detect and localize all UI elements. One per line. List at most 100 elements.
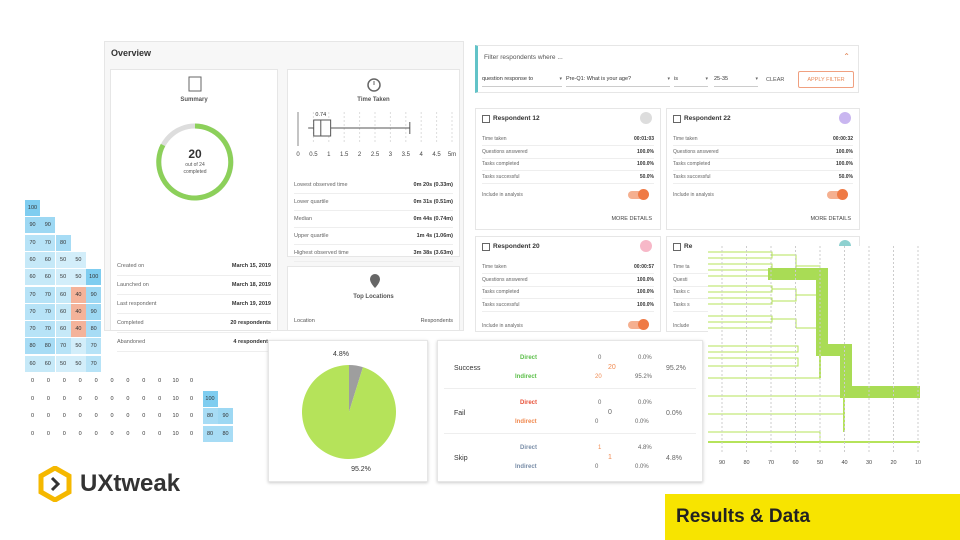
row-value: 100.0% — [637, 276, 654, 283]
matrix-cell: 0 — [56, 373, 72, 389]
timer-icon — [367, 78, 381, 92]
row-value: 100.0% — [637, 148, 654, 155]
info-row: Completed 20 respondents — [117, 313, 271, 333]
info-row: Lowest observed time 0m 20s (0.33m) — [294, 176, 453, 194]
matrix-cell: 100 — [86, 269, 102, 286]
include-label: Include — [673, 323, 690, 329]
row-label: Lowest observed time — [294, 181, 348, 188]
checkbox[interactable] — [482, 115, 490, 123]
matrix-cell: 0 — [88, 408, 104, 424]
x-tick-label: 40 — [841, 460, 847, 466]
respondent-card: Respondent 12 Time taken 00:01:03 Questions… — [475, 108, 661, 230]
filter-select[interactable]: Pre-Q1: What is your age? ▾ — [566, 71, 670, 87]
clear-button[interactable]: CLEAR — [766, 77, 785, 83]
matrix-cell: 50 — [70, 251, 86, 268]
matrix-cell: 60 — [40, 269, 56, 286]
matrix-cell: 70 — [86, 355, 102, 372]
info-row: Upper quartile 1m 4s (1.06m) — [294, 227, 453, 245]
row-value: 00:01:03 — [633, 136, 654, 142]
indirect-count: 0 — [595, 419, 599, 425]
info-row: Created on March 15, 2019 — [117, 256, 271, 276]
row-label: Upper quartile — [294, 232, 329, 239]
info-row: Tasks successful 100.0% — [482, 299, 654, 312]
direct-count: 0 — [598, 400, 602, 406]
indirect-label: Indirect — [515, 464, 537, 470]
respondent-card: Respondent 22 Time taken 00:00:32 Questions… — [666, 108, 860, 230]
respondent-name: Respondent 20 — [493, 243, 540, 250]
matrix-cell: 70 — [25, 321, 40, 338]
more-details[interactable]: MORE DETAILS — [810, 216, 851, 222]
filter-select[interactable]: question response to ▾ — [482, 71, 562, 87]
matrix-cell: 80 — [40, 338, 56, 355]
toggle-knob[interactable] — [837, 189, 848, 200]
include-label: Include in analysis — [673, 192, 714, 198]
row-value: 100.0% — [637, 161, 654, 167]
matrix-cell: 100 — [25, 200, 40, 216]
row-value: 3m 38s (3.63m) — [413, 249, 453, 256]
row-label: Time taken — [482, 136, 507, 142]
matrix-cell: 90 — [218, 408, 233, 424]
summary-card: Summary 20 out of 24 completed Created o… — [110, 69, 278, 352]
x-tick-label: 10 — [915, 460, 921, 466]
filter-select[interactable]: is ▾ — [674, 71, 708, 87]
pie-label: 4.8% — [333, 351, 349, 358]
row-label: Questions answered — [482, 148, 528, 155]
info-row: Abandoned 4 respondents — [117, 332, 271, 352]
checkbox[interactable] — [482, 243, 490, 251]
matrix-cell: 0 — [152, 373, 168, 389]
outcome-name: Fail — [454, 410, 466, 417]
toggle[interactable] — [827, 191, 845, 199]
x-tick-label: 0 — [296, 152, 300, 158]
filter-panel: Filter respondents where ... ⌃ CLEAR APP… — [475, 45, 859, 93]
row-label: Last respondent — [117, 300, 157, 307]
progress-ring — [156, 123, 234, 201]
matrix-cell: 0 — [56, 408, 72, 424]
summary-graphics — [188, 76, 202, 92]
info-row: Last respondent March 19, 2019 — [117, 294, 271, 314]
filter-select[interactable]: 25-35 ▾ — [714, 71, 758, 87]
avatar — [640, 112, 652, 124]
apply-button[interactable]: APPLY FILTER — [798, 71, 854, 88]
locations-title: Top Locations — [353, 294, 394, 300]
ring-arc — [156, 123, 234, 201]
outcomes-panel: Success Direct Indirect 0 20 20 0.0% 95.2% 95.2%… — [437, 340, 703, 482]
matrix-cell: 100 — [202, 390, 218, 407]
matrix-cell: 10 — [168, 390, 184, 407]
time-title: Time Taken — [357, 97, 390, 103]
caret: ▾ — [667, 75, 670, 82]
more-details[interactable]: MORE DETAILS — [611, 216, 652, 222]
matrix-cell: 80 — [25, 338, 40, 355]
matrix-cell: 0 — [40, 373, 56, 389]
matrix-cell: 40 — [70, 321, 86, 338]
row-label: Tasks completed — [673, 161, 711, 167]
direct-pct: 0.0% — [638, 355, 652, 361]
respondents-col: Respondents — [420, 318, 453, 324]
matrix-cell: 80 — [218, 425, 233, 442]
matrix-cell: 0 — [152, 425, 168, 442]
collapse[interactable]: ⌃ — [843, 52, 850, 61]
matrix-cell: 0 — [120, 390, 136, 407]
matrix-cell: 80 — [55, 234, 71, 251]
completed-label: completed — [183, 169, 207, 175]
row-label: Completed — [117, 319, 144, 326]
toggle[interactable] — [628, 191, 646, 199]
matrix-cell: 80 — [86, 321, 102, 338]
matrix-cell: 0 — [56, 425, 72, 442]
toggle-knob[interactable] — [638, 189, 649, 200]
row-label: Tasks successful — [673, 173, 711, 180]
select-text: Pre-Q1: What is your age? — [566, 75, 632, 82]
toggle-knob[interactable] — [638, 319, 649, 330]
checkbox[interactable] — [673, 243, 681, 251]
logo-mark — [38, 466, 72, 502]
toggle[interactable] — [628, 321, 646, 329]
checkbox[interactable] — [673, 115, 681, 123]
caret: ▾ — [755, 75, 758, 82]
row-value: 00:00:32 — [832, 136, 853, 142]
summary-title: Summary — [180, 97, 208, 103]
indirect-pct: 0.0% — [635, 464, 649, 470]
matrix-cell: 70 — [25, 286, 40, 303]
matrix-cell: 40 — [70, 286, 86, 303]
matrix-cell: 60 — [25, 251, 40, 268]
avatar — [839, 112, 851, 124]
row-value: 100.0% — [836, 161, 853, 167]
